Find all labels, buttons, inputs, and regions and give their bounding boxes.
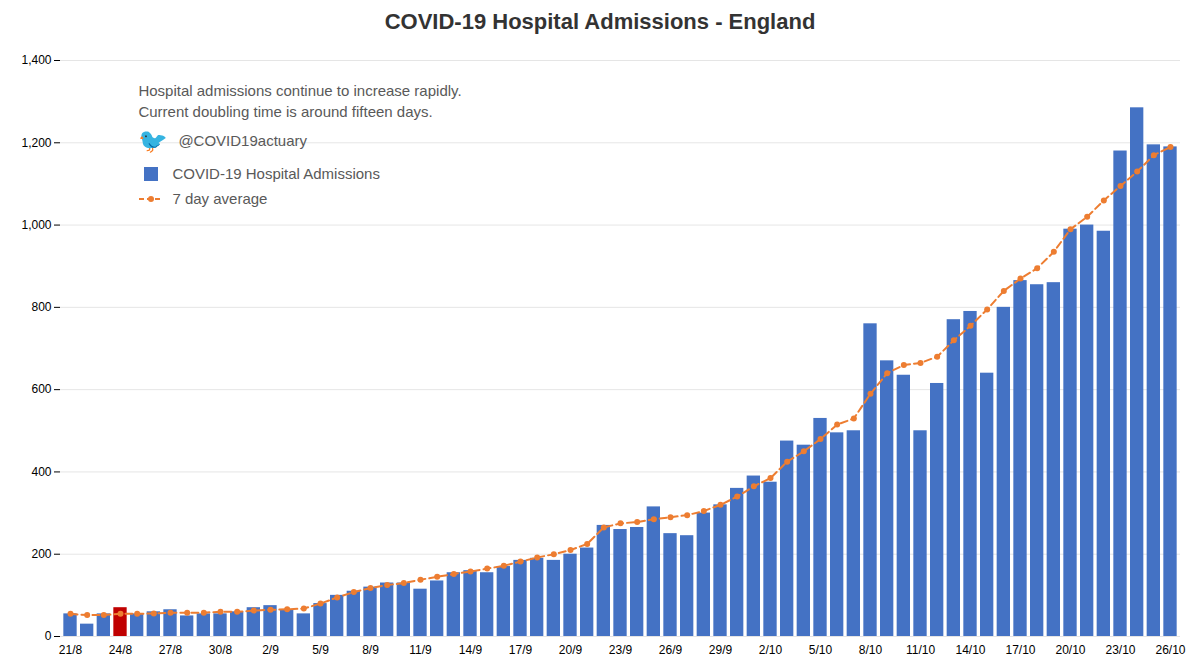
html-text:Hospital admissions continue t: Hospital admissions continue to increase… <box>138 82 462 99</box>
svg-text:21/8: 21/8 <box>59 643 83 657</box>
svg-text:5/10: 5/10 <box>809 643 833 657</box>
svg-text:17/9: 17/9 <box>509 643 533 657</box>
html-text:COVID-19 Hospital Admissions -: COVID-19 Hospital Admissions - England <box>384 9 816 34</box>
svg-text:400: 400 <box>31 465 51 479</box>
svg-text:0: 0 <box>45 629 52 643</box>
html-text:COVID-19 Hospital Admissions: COVID-19 Hospital Admissions <box>172 165 380 182</box>
svg-text:29/9: 29/9 <box>709 643 733 657</box>
svg-text:11/10: 11/10 <box>906 643 935 657</box>
svg-text:800: 800 <box>31 300 51 314</box>
svg-text:27/8: 27/8 <box>159 643 183 657</box>
svg-text:600: 600 <box>31 382 51 396</box>
html-text:🐦 @COVID19actuary: 🐦 @COVID19actuary <box>138 127 307 154</box>
html-text:7 day average: 7 day average <box>172 190 268 207</box>
svg-text:23/10: 23/10 <box>1105 643 1135 657</box>
svg-text:200: 200 <box>31 547 51 561</box>
svg-text:26/10: 26/10 <box>1155 643 1185 657</box>
svg-text:20/10: 20/10 <box>1055 643 1085 657</box>
svg-text:1,200: 1,200 <box>21 136 51 150</box>
svg-text:8/10: 8/10 <box>859 643 883 657</box>
svg-text:14/9: 14/9 <box>459 643 483 657</box>
svg-text:1,000: 1,000 <box>21 218 51 232</box>
svg-text:20/9: 20/9 <box>559 643 583 657</box>
svg-text:23/9: 23/9 <box>609 643 633 657</box>
svg-text:5/9: 5/9 <box>312 643 329 657</box>
svg-text:14/10: 14/10 <box>955 643 985 657</box>
svg-text:24/8: 24/8 <box>109 643 133 657</box>
svg-text:2/10: 2/10 <box>759 643 783 657</box>
svg-text:2/9: 2/9 <box>262 643 279 657</box>
svg-text:1,400: 1,400 <box>21 53 51 67</box>
svg-text:11/9: 11/9 <box>409 643 432 657</box>
svg-text:8/9: 8/9 <box>362 643 379 657</box>
svg-text:26/9: 26/9 <box>659 643 683 657</box>
html-text:Current doubling time is aroun: Current doubling time is around fifteen … <box>138 103 433 120</box>
svg-text:17/10: 17/10 <box>1005 643 1035 657</box>
svg-text:30/8: 30/8 <box>209 643 233 657</box>
